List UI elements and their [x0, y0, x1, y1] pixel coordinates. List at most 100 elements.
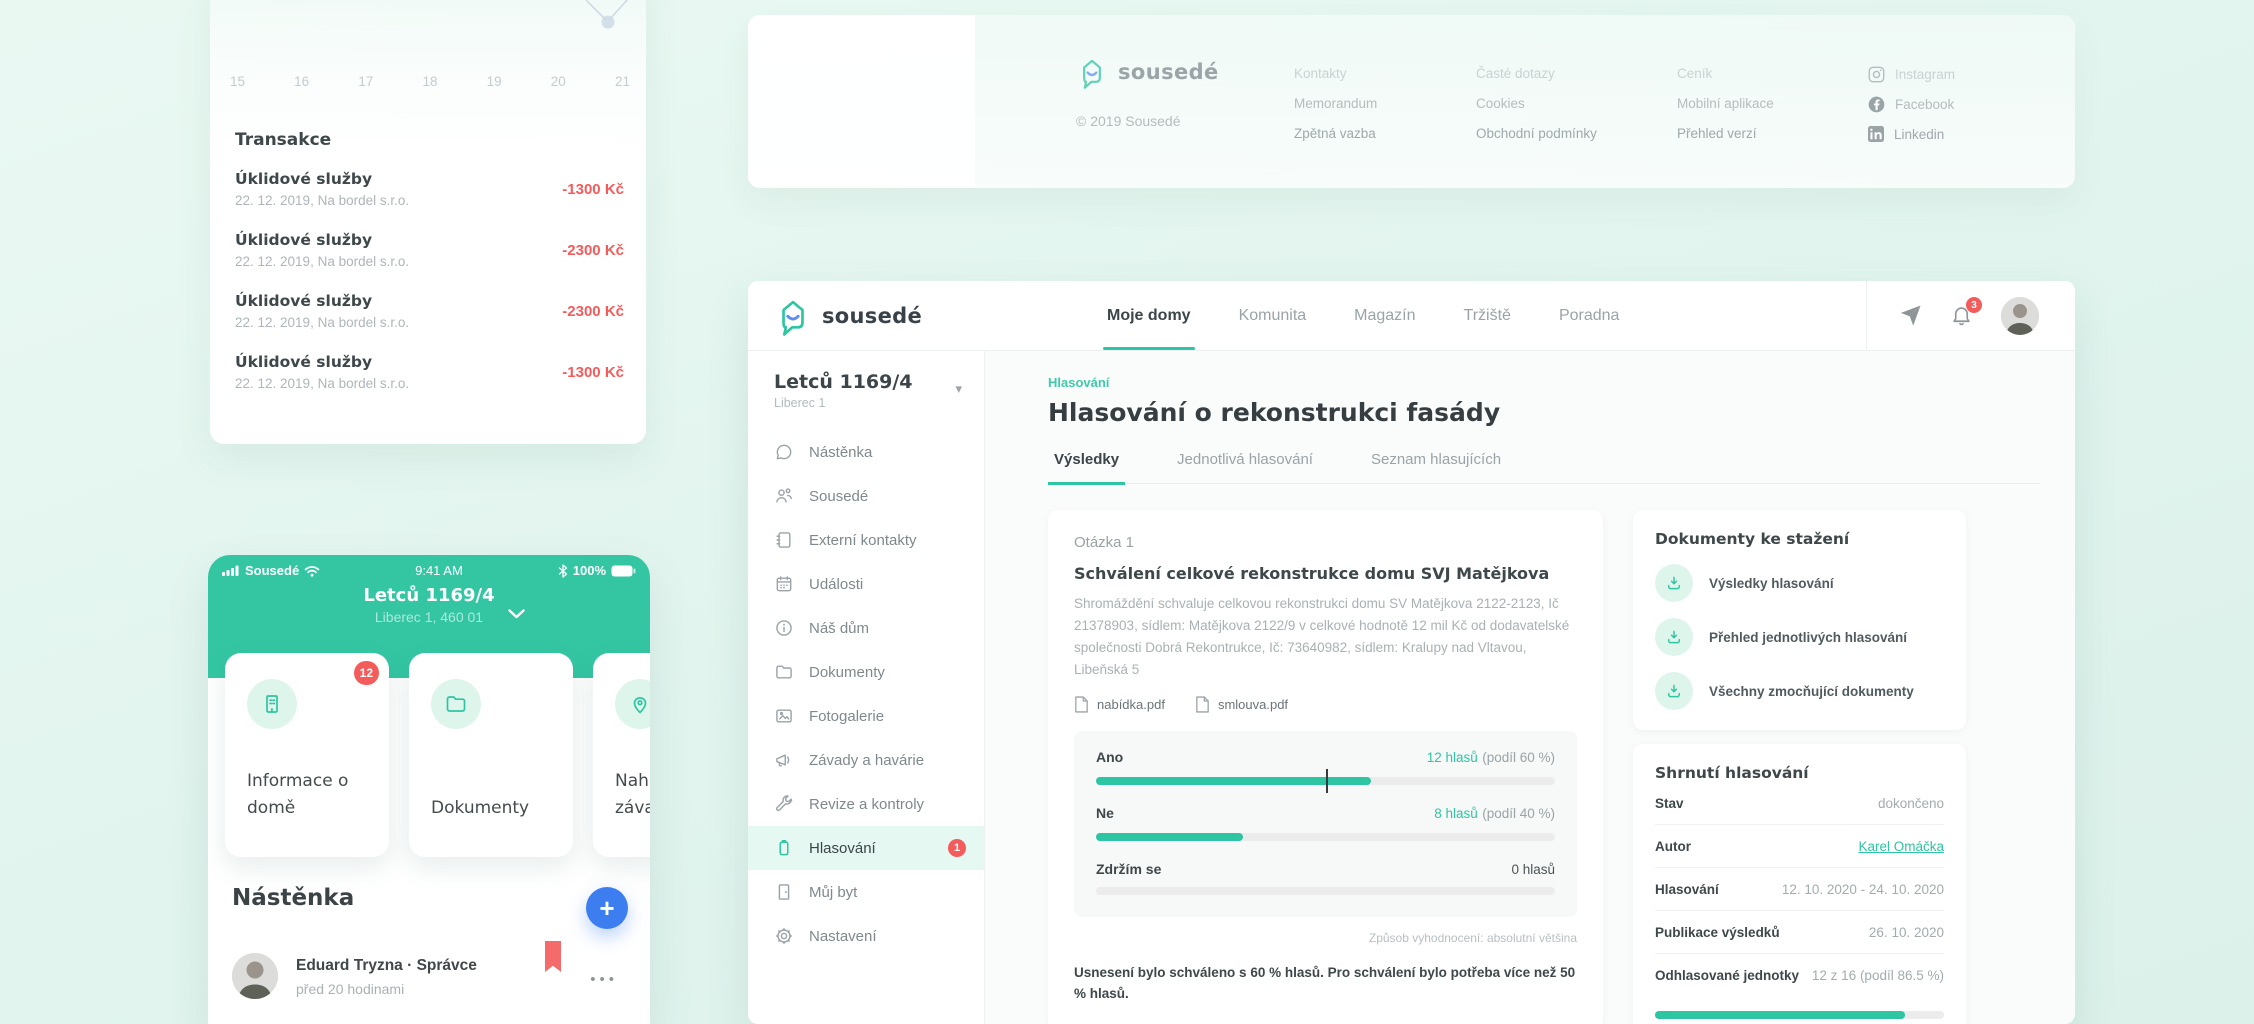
- tab-jednotliva-hlasovani[interactable]: Jednotlivá hlasování: [1177, 451, 1313, 468]
- mobile-status-bar: Sousedé 9:41 AM 100%: [208, 555, 650, 578]
- gear-icon: [774, 926, 794, 946]
- question-number: Otázka 1: [1074, 534, 1135, 551]
- summary-label: Stav: [1655, 795, 1684, 811]
- question-title: Schválení celkové rekonstrukce domu SVJ …: [1074, 564, 1550, 583]
- breadcrumb[interactable]: Hlasování: [1048, 375, 1110, 390]
- summary-row-jednotky: Odhlasované jednotky 12 z 16 (podíl 86.5…: [1655, 954, 1944, 997]
- card-label: Informace o domě: [247, 771, 349, 818]
- chevron-down-icon[interactable]: [508, 609, 525, 619]
- calendar-icon: [774, 574, 794, 594]
- footer-link[interactable]: Časté dotazy: [1476, 66, 1555, 81]
- transaction-row: Úklidové služby 22. 12. 2019, Na bordel …: [235, 170, 624, 208]
- add-post-button[interactable]: +: [586, 887, 628, 929]
- attachment-smlouva[interactable]: smlouva.pdf: [1195, 696, 1289, 714]
- mobile-house-title: Letců 1169/4: [363, 585, 495, 606]
- sidebar-item-udalosti[interactable]: Události: [748, 562, 984, 606]
- sidebar-item-label: Sousedé: [809, 487, 869, 505]
- card-report-issue[interactable]: Nahlásit závadu: [593, 653, 650, 857]
- send-button[interactable]: [1899, 304, 1922, 327]
- sidebar-badge: 1: [948, 839, 966, 857]
- main-nav: Moje domy Komunita Magazín Tržiště Porad…: [1103, 281, 1620, 350]
- sidebar-item-nastaveni[interactable]: Nastavení: [748, 914, 984, 958]
- date-tick: 18: [422, 74, 438, 89]
- post-time: před 20 hodinami: [296, 981, 405, 997]
- attachment-nabidka[interactable]: nabídka.pdf: [1074, 696, 1165, 714]
- result-row-ne: Ne 8 hlasů (podíl 40 %): [1096, 805, 1555, 842]
- site-footer: sousedé © 2019 Sousedé Kontakty Memorand…: [748, 15, 2075, 188]
- post-author: Eduard Tryzna · Správce: [296, 957, 477, 974]
- conclusion-text: Usnesení bylo schváleno s 60 % hlasů. Pr…: [1074, 965, 1576, 1001]
- result-label: Zdržím se: [1096, 861, 1162, 878]
- nav-item-komunita[interactable]: Komunita: [1238, 307, 1307, 324]
- post-menu-icon[interactable]: •••: [590, 971, 618, 988]
- nav-item-moje-domy[interactable]: Moje domy: [1103, 281, 1195, 350]
- result-bar-fill: [1096, 777, 1372, 786]
- right-column: Dokumenty ke stažení Výsledky hlasování: [1633, 510, 1966, 1024]
- date-tick: 16: [294, 74, 310, 89]
- sidebar-item-sousede[interactable]: Sousedé: [748, 474, 984, 518]
- board-post: Eduard Tryzna · Správce před 20 hodinami…: [232, 941, 626, 999]
- downloads-title: Dokumenty ke stažení: [1655, 530, 1850, 548]
- sidebar-item-nas-dum[interactable]: Náš dům: [748, 606, 984, 650]
- tab-seznam-hlasujicich[interactable]: Seznam hlasujících: [1370, 451, 1502, 468]
- sidebar-item-revize-a-kontroly[interactable]: Revize a kontroly: [748, 782, 984, 826]
- result-label: Ano: [1096, 749, 1124, 766]
- megaphone-icon: [774, 750, 794, 770]
- card-documents[interactable]: Dokumenty: [409, 653, 573, 857]
- transaction-amount: -2300 Kč: [562, 241, 624, 259]
- sidebar-item-hlasovani[interactable]: Hlasování 1: [748, 826, 984, 870]
- bell-icon: [1953, 307, 1970, 326]
- app-logo[interactable]: sousedé: [774, 295, 922, 336]
- house-switcher[interactable]: Letců 1169/4 Liberec 1 ▾: [748, 351, 984, 416]
- footer-link[interactable]: Přehled verzí: [1677, 126, 1757, 141]
- sidebar-item-label: Revize a kontroly: [809, 795, 925, 813]
- footer-column-3: Ceník Mobilní aplikace Přehled verzí: [1677, 59, 1774, 149]
- footer-link[interactable]: Memorandum: [1294, 96, 1378, 111]
- evaluation-method: Způsob vyhodnocení: absolutní většina: [1368, 931, 1577, 946]
- sidebar-item-label: Hlasování: [809, 839, 876, 857]
- social-link-facebook[interactable]: Facebook: [1868, 89, 1955, 119]
- sidebar-item-dokumenty[interactable]: Dokumenty: [748, 650, 984, 694]
- header-actions: 3: [1866, 281, 2075, 350]
- transaction-name: Úklidové služby: [235, 231, 373, 249]
- download-item[interactable]: Přehled jednotlivých hlasování: [1655, 618, 1944, 656]
- attachment-label: nabídka.pdf: [1097, 697, 1165, 713]
- transaction-row: Úklidové služby 22. 12. 2019, Na bordel …: [235, 231, 624, 269]
- mobile-feature-cards: 12 Informace o domě Dokumenty Nahlásit z…: [225, 653, 650, 857]
- download-label: Všechny zmocňující dokumenty: [1709, 683, 1914, 699]
- social-link-linkedin[interactable]: Linkedin: [1868, 119, 1955, 149]
- download-label: Přehled jednotlivých hlasování: [1709, 629, 1908, 645]
- wifi-icon: [304, 565, 320, 577]
- nav-item-trziste[interactable]: Tržiště: [1463, 307, 1511, 324]
- sidebar-item-externi-kontakty[interactable]: Externí kontakty: [748, 518, 984, 562]
- nav-item-magazin[interactable]: Magazín: [1354, 307, 1416, 324]
- footer-link[interactable]: Cookies: [1476, 96, 1525, 111]
- nav-item-poradna[interactable]: Poradna: [1558, 307, 1620, 324]
- sidebar-item-fotogalerie[interactable]: Fotogalerie: [748, 694, 984, 738]
- footer-link[interactable]: Ceník: [1677, 66, 1713, 81]
- footer-link[interactable]: Zpětná vazba: [1294, 126, 1376, 141]
- author-link[interactable]: Karel Omáčka: [1858, 838, 1944, 854]
- bookmark-icon[interactable]: [544, 941, 562, 973]
- social-link-instagram[interactable]: Instagram: [1868, 59, 1955, 89]
- vote-results-panel: Ano 12 hlasů (podíl 60 %) Ne 8 hla: [1074, 731, 1577, 918]
- sidebar-item-muj-byt[interactable]: Můj byt: [748, 870, 984, 914]
- transaction-name: Úklidové služby: [235, 353, 373, 371]
- download-item[interactable]: Výsledky hlasování: [1655, 564, 1944, 602]
- footer-link[interactable]: Mobilní aplikace: [1677, 96, 1774, 111]
- download-label: Výsledky hlasování: [1709, 575, 1834, 591]
- summary-title: Shrnutí hlasování: [1655, 764, 1809, 782]
- summary-label: Odhlasované jednotky: [1655, 968, 1800, 983]
- download-item[interactable]: Všechny zmocňující dokumenty: [1655, 672, 1944, 710]
- sidebar-item-zavady-a-havarie[interactable]: Závady a havárie: [748, 738, 984, 782]
- card-house-info[interactable]: 12 Informace o domě: [225, 653, 389, 857]
- footer-link[interactable]: Kontakty: [1294, 66, 1347, 81]
- sidebar-item-nastenka[interactable]: Nástěnka: [748, 430, 984, 474]
- downloads-card: Dokumenty ke stažení Výsledky hlasování: [1633, 510, 1966, 730]
- avatar[interactable]: [2001, 296, 2039, 335]
- attachment-label: smlouva.pdf: [1217, 697, 1289, 713]
- footer-link[interactable]: Obchodní podmínky: [1476, 126, 1597, 141]
- mobile-board-section: Nástěnka + Eduard Tryzna · Správce před …: [208, 885, 650, 999]
- tab-vysledky[interactable]: Výsledky: [1048, 451, 1126, 485]
- notifications-button[interactable]: 3: [1950, 297, 1982, 327]
